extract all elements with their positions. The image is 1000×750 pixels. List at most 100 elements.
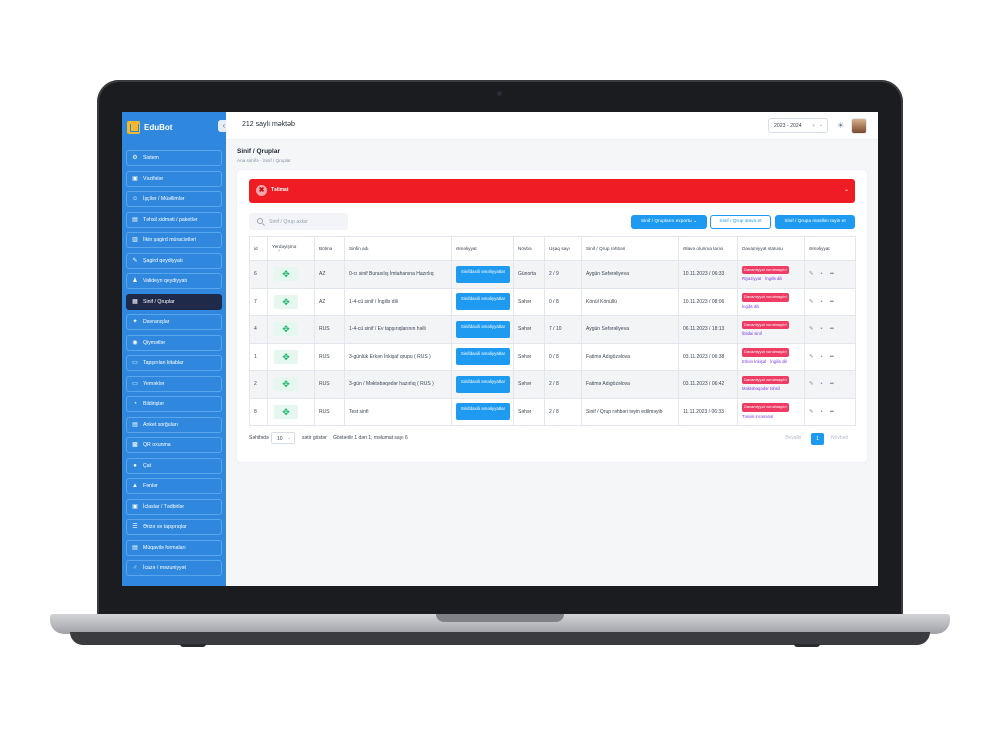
subject-link[interactable]: Riyaziyyat xyxy=(742,276,762,282)
sidebar-item-m-qavil-formalar[interactable]: ▤ Müqavilə formaları xyxy=(126,539,222,556)
contract-icon: ▤ xyxy=(132,544,138,551)
sidebar-item-v-zif-l-r[interactable]: ▣ Vəzifələr xyxy=(126,170,222,187)
drag-move-icon[interactable]: ✥ xyxy=(274,377,298,392)
row-section: RUS xyxy=(314,315,345,344)
collapse-sidebar-icon[interactable]: ‹ xyxy=(218,120,226,132)
delete-icon[interactable]: ▪ xyxy=(820,326,823,332)
share-icon[interactable]: ➦ xyxy=(829,298,835,305)
brand[interactable]: EduBot xyxy=(127,116,226,138)
sidebar-item-i-lkin-agird-m-raci-tl-ri[interactable]: ▥ İlkin şagird müraciətləri xyxy=(126,232,222,248)
attendance-cell: Davamiyyət vurulmayıb! Məktəbəqədər təhsi… xyxy=(737,370,805,399)
drag-move-icon[interactable]: ✥ xyxy=(274,294,298,309)
subject-link[interactable]: İbtidai sinif xyxy=(742,331,762,337)
share-icon[interactable]: ➦ xyxy=(829,408,835,415)
subject-link[interactable]: Erkən İnkişaf xyxy=(742,358,767,364)
export-button[interactable]: Sinif / Qrupların exportu ⌄ xyxy=(631,215,707,229)
sidebar-item-qiym-tl-r[interactable]: ◉ Qiymətlər xyxy=(126,334,222,351)
attendance-badge: Davamiyyət vurulmayıb! xyxy=(742,403,789,412)
delete-icon[interactable]: ▪ xyxy=(820,353,823,360)
subject-link[interactable]: İngilis dili xyxy=(770,358,788,364)
attendance-badge: Davamiyyət vurulmayıb! xyxy=(742,293,789,302)
sidebar-item-anket-sor-ular[interactable]: ▤ Anket sorğuları xyxy=(126,416,222,433)
table-body: 6 ✥ AZ 0-cı sinif Buraxılış İmtahanına Hazı… xyxy=(249,260,856,426)
edit-icon[interactable]: ✎ xyxy=(809,381,814,387)
sidebar-item-i-caz-m-zuniyy-t[interactable]: ♂ İcazə / məzuniyyət xyxy=(126,560,222,576)
share-icon[interactable]: ➦ xyxy=(829,326,835,332)
sun-icon[interactable]: ☀ xyxy=(837,121,845,130)
page-number-button[interactable]: 1 xyxy=(811,433,824,445)
sidebar-item-bildiri-l-r[interactable]: ◔ Bildirişlər xyxy=(126,396,222,412)
page-size-select[interactable]: 10 ⌄ xyxy=(271,432,295,444)
sidebar-item-qr-oxunma[interactable]: ▩ QR oxunma xyxy=(126,437,222,453)
class-actions-button[interactable]: Sinifdaxili əməliyyatlar xyxy=(456,403,510,421)
subject-link[interactable]: Təsviri incəsənət xyxy=(742,413,774,419)
row-date: 10.11.2023 / 08:06 xyxy=(678,287,738,316)
prev-page-button[interactable]: Əvvəlki xyxy=(785,435,802,441)
sidebar-item-i-claslar-t-dbirl-r[interactable]: ▣ İclaslar / Tədbirlər xyxy=(126,498,222,515)
subject-link[interactable]: İngilis dili xyxy=(742,303,759,309)
edit-icon[interactable]: ✎ xyxy=(809,326,814,332)
row-class-name: 3-gün / Məktəbəqədər hazırlıq ( RUS ) xyxy=(344,370,452,399)
delete-icon[interactable]: ▪ xyxy=(820,408,823,415)
row-shift: Səhər xyxy=(513,342,545,371)
search-icon xyxy=(257,218,263,224)
sidebar-item-f-nl-r[interactable]: ▲ Fənlər xyxy=(126,478,222,494)
book-logo-icon xyxy=(127,120,140,134)
column-header-label: Davamiyyət statusu xyxy=(742,246,783,251)
avatar[interactable] xyxy=(851,118,867,134)
move-cell: ✥ xyxy=(267,397,315,426)
sidebar-item-yem-kl-r[interactable]: ▭ Yeməklər xyxy=(126,375,222,392)
student-icon: ✎ xyxy=(132,257,138,264)
delete-icon[interactable]: ▪ xyxy=(820,381,823,387)
clear-icon[interactable]: × xyxy=(812,123,815,128)
drag-move-icon[interactable]: ✥ xyxy=(274,267,298,282)
column-header: id xyxy=(249,236,268,261)
year-select[interactable]: 2023 - 2024 × ⌄ xyxy=(768,118,828,133)
class-actions-button[interactable]: Sinifdaxili əməliyyatlar xyxy=(456,348,510,366)
edit-icon[interactable]: ✎ xyxy=(809,408,814,415)
row-id: 2 xyxy=(249,370,268,399)
sidebar-item-riz-v-tap-r-qlar[interactable]: ☰ Ərizə və tapşırıqlar xyxy=(126,519,222,535)
class-actions-button[interactable]: Sinifdaxili əməliyyatlar xyxy=(456,293,510,311)
sidebar-item-valideyn-qeydiyyat[interactable]: ♟ Valideyn qeydiyyatı xyxy=(126,273,222,289)
sidebar-item-at[interactable]: ● Çat xyxy=(126,457,222,474)
laptop-notch xyxy=(436,614,564,622)
row-actions: ✎ ▪ ➦ xyxy=(804,315,856,344)
search-input[interactable] xyxy=(249,213,348,230)
edit-icon[interactable]: ✎ xyxy=(809,353,814,360)
delete-icon[interactable]: ▪ xyxy=(820,298,823,305)
drag-move-icon[interactable]: ✥ xyxy=(274,349,298,364)
chevron-down-icon[interactable]: ⌄ xyxy=(843,187,849,193)
subject-link[interactable]: Məktəbəqədər təhsil xyxy=(742,386,780,392)
add-class-button[interactable]: Sinif / Qrup əlavə et xyxy=(710,215,771,229)
column-header-label: Bölmə xyxy=(319,246,333,251)
subject-link[interactable]: İngilis dili xyxy=(765,276,783,282)
sidebar-item-sinif-qruplar[interactable]: ▦ Sinif / Qruplar xyxy=(126,293,222,310)
sidebar-item-davran-lar[interactable]: ✦ Davranışlar xyxy=(126,314,222,330)
share-icon[interactable]: ➦ xyxy=(829,353,835,360)
class-actions-button[interactable]: Sinifdaxili əməliyyatlar xyxy=(456,265,510,283)
edit-icon[interactable]: ✎ xyxy=(809,298,814,305)
class-actions-button[interactable]: Sinifdaxili əməliyyatlar xyxy=(456,375,510,393)
drag-move-icon[interactable]: ✥ xyxy=(274,404,298,419)
sidebar-item-t-hsil-xidm-ti-paketl-r[interactable]: ▤ Təhsil xidməti / paketlər xyxy=(126,211,222,228)
sort-icon[interactable]: ^ xyxy=(278,248,281,254)
assign-teacher-button[interactable]: Sinif / Qrupa müəllim təyin et xyxy=(775,215,855,229)
sidebar-item-agird-qeydiyyat[interactable]: ✎ Şagird qeydiyyatı xyxy=(126,252,222,269)
class-actions-button[interactable]: Sinifdaxili əməliyyatlar xyxy=(456,320,510,338)
share-icon[interactable]: ➦ xyxy=(829,381,835,387)
sidebar-item-sistem[interactable]: ⚙ Sistem xyxy=(126,150,222,166)
sidebar-item-i-il-r-m-lliml-r[interactable]: ☺ İşçilər / Müəllimlər xyxy=(126,191,222,207)
instruction-alert[interactable]: ✖ Təlimat ⌄ xyxy=(249,179,855,203)
column-header-label: Əməliyyat xyxy=(456,246,477,251)
edit-icon[interactable]: ✎ xyxy=(809,271,814,277)
sidebar-item-tap-r-lan-kitablar[interactable]: ▭ Tapşırılan kitablar xyxy=(126,355,222,371)
next-page-button[interactable]: Növbəti xyxy=(831,435,848,441)
row-teacher: Könül Könüllü xyxy=(581,287,679,316)
share-icon[interactable]: ➦ xyxy=(829,271,835,277)
move-cell: ✥ xyxy=(267,370,315,399)
column-header: Sinfin adı xyxy=(344,236,452,261)
drag-move-icon[interactable]: ✥ xyxy=(274,322,298,337)
delete-icon[interactable]: ▪ xyxy=(820,271,823,277)
briefcase-icon: ▣ xyxy=(132,175,138,182)
